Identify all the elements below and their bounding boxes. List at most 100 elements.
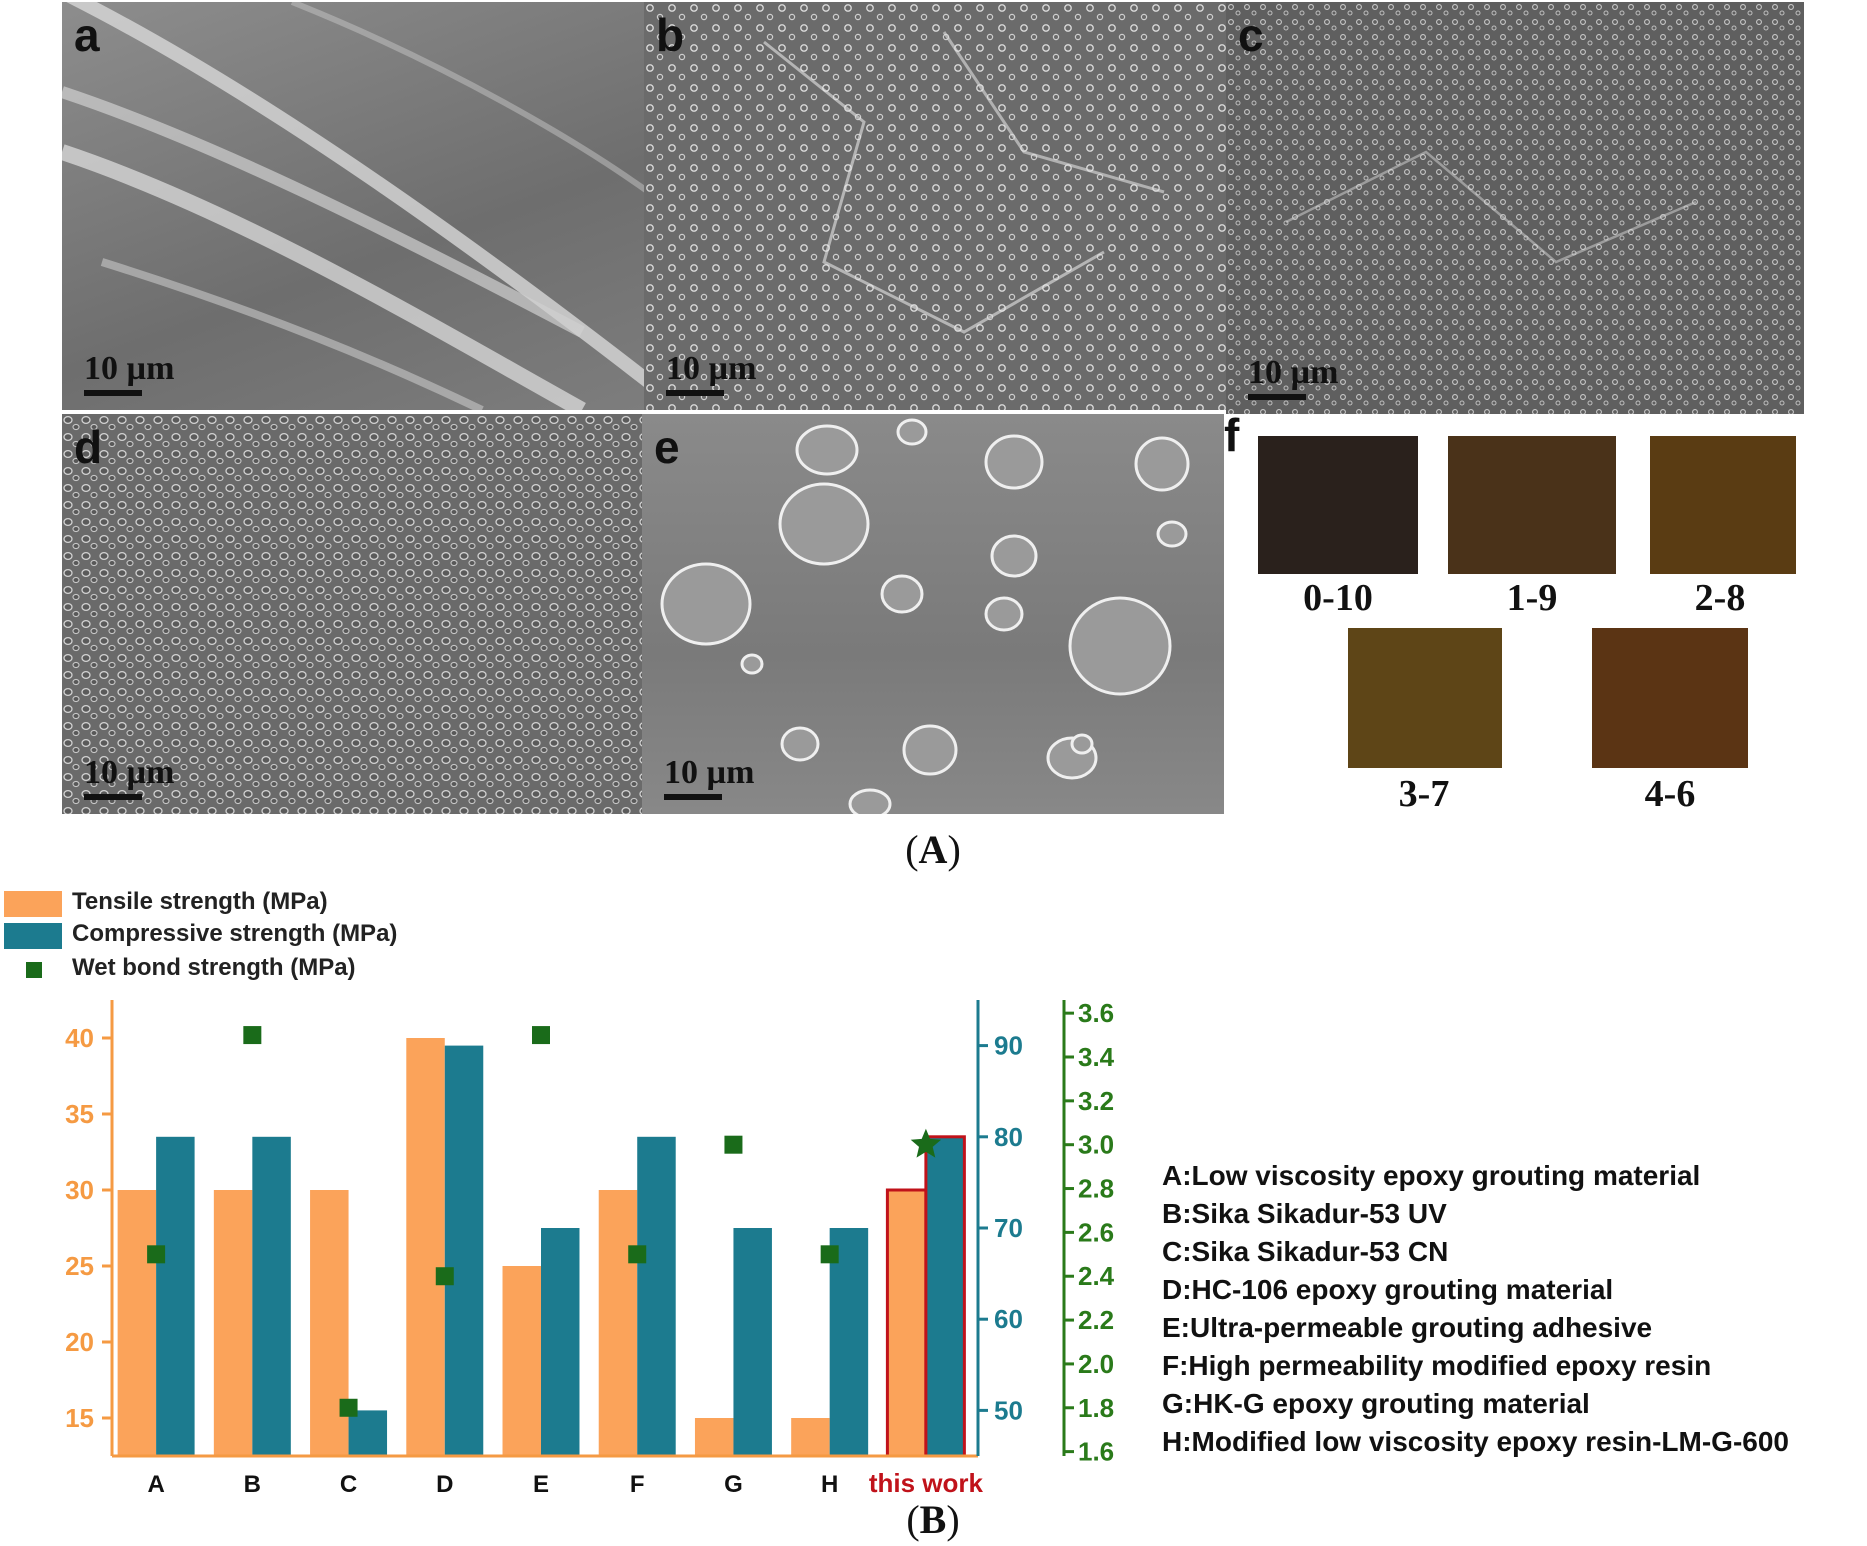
compressive-bar — [541, 1228, 580, 1456]
x-tick-label: H — [821, 1471, 838, 1498]
wet-bond-marker — [339, 1398, 358, 1417]
compressive-bar — [733, 1228, 772, 1456]
tensile-bar — [694, 1418, 734, 1456]
middle-tick-label: 90 — [994, 1031, 1023, 1061]
sample-label: 1-9 — [1506, 577, 1558, 619]
legend-label: Tensile strength (MPa) — [72, 888, 328, 915]
right-tick-label: 2.8 — [1078, 1174, 1114, 1204]
tensile-bar — [117, 1190, 157, 1456]
porous-texture — [62, 414, 642, 814]
sample-label: 3-7 — [1398, 773, 1450, 814]
scale-bar: 10 µm — [664, 754, 754, 800]
panel-letter: b — [656, 9, 685, 61]
wet-bond-marker — [243, 1026, 262, 1045]
compressive-bar — [348, 1410, 388, 1456]
caption-letter: A — [918, 827, 948, 872]
x-tick-label: C — [340, 1471, 357, 1498]
compressive-bar — [444, 1045, 484, 1456]
middle-tick-label: 60 — [994, 1304, 1023, 1334]
scale-bar: 10 µm — [1248, 354, 1338, 400]
compressive-bar — [924, 1135, 966, 1458]
middle-tick-label: 70 — [994, 1213, 1023, 1243]
scale-label: 10 µm — [84, 754, 175, 791]
caption-a: (A) — [833, 826, 1033, 873]
left-tick-label: 40 — [65, 1023, 94, 1053]
sample-photos-f: f 0-10 1-9 2-8 3-7 4-6 — [1224, 414, 1806, 814]
legend-swatch — [4, 891, 62, 917]
panel-letter: a — [74, 9, 100, 61]
legend-swatch — [4, 923, 62, 949]
porous-texture — [644, 2, 1226, 410]
wet-bond-marker — [435, 1267, 454, 1286]
caption-letter: B — [919, 1497, 947, 1542]
scale-label: 10 µm — [84, 350, 175, 387]
wet-bond-marker — [532, 1026, 550, 1045]
wet-bond-marker — [724, 1135, 743, 1154]
legend-label: Wet bond strength (MPa) — [72, 954, 356, 981]
abbreviation-item: H:Modified low viscosity epoxy resin-LM-… — [1162, 1426, 1790, 1457]
scale-line — [84, 390, 142, 396]
compressive-bar — [829, 1228, 869, 1456]
panel-letter: c — [1238, 9, 1264, 61]
tensile-bar — [213, 1190, 253, 1456]
right-tick-label: 3.0 — [1078, 1130, 1114, 1160]
x-tick-label: D — [436, 1471, 453, 1498]
x-tick-label: F — [630, 1471, 645, 1498]
left-tick-label: 15 — [65, 1403, 94, 1433]
right-tick-label: 1.8 — [1078, 1393, 1114, 1423]
wet-bond-marker — [147, 1245, 166, 1264]
sample-swatch-1-9 — [1448, 436, 1616, 574]
sample-swatch-3-7 — [1348, 628, 1502, 768]
left-tick-label: 25 — [65, 1251, 94, 1281]
x-tick-label: G — [724, 1471, 743, 1498]
caption-paren: ( — [905, 827, 919, 872]
right-tick-label: 2.2 — [1078, 1305, 1114, 1335]
left-tick-label: 20 — [65, 1327, 94, 1357]
legend-swatch — [4, 957, 62, 983]
abbreviation-item: G:HK-G epoxy grouting material — [1162, 1388, 1590, 1419]
sem-image-e: e 10 µm — [642, 414, 1224, 814]
right-tick-label: 2.6 — [1078, 1217, 1114, 1247]
sample-swatch-2-8 — [1650, 436, 1796, 574]
abbreviation-item: B:Sika Sikadur-53 UV — [1162, 1198, 1447, 1229]
left-tick-label: 35 — [65, 1099, 94, 1129]
panel-letter: d — [74, 421, 103, 473]
scale-label: 10 µm — [664, 754, 755, 791]
wet-bond-marker — [628, 1245, 647, 1264]
right-tick-label: 3.4 — [1078, 1042, 1115, 1072]
scale-bar: 10 µm — [666, 350, 756, 396]
tensile-bar — [598, 1190, 638, 1456]
tensile-bar — [406, 1038, 445, 1456]
abbreviation-item: F:High permeability modified epoxy resin — [1162, 1350, 1712, 1381]
sem-image-a: a 10 µm — [62, 2, 644, 410]
abbreviation-item: C:Sika Sikadur-53 CN — [1162, 1236, 1449, 1267]
tensile-bar — [502, 1266, 541, 1456]
compressive-bar — [252, 1136, 291, 1456]
sample-label: 0-10 — [1303, 577, 1373, 619]
panel-letter: f — [1224, 414, 1240, 461]
caption-b: (B) — [833, 1496, 1033, 1543]
middle-tick-label: 50 — [994, 1395, 1023, 1425]
x-tick-label: B — [244, 1471, 261, 1498]
wet-bond-star-marker — [910, 1128, 942, 1158]
right-tick-label: 2.4 — [1078, 1261, 1115, 1291]
right-tick-label: 1.6 — [1078, 1437, 1114, 1467]
sem-image-d: d 10 µm — [62, 414, 642, 814]
sem-image-b: b 10 µm — [644, 2, 1226, 410]
scale-bar: 10 µm — [84, 350, 174, 396]
wet-bond-marker — [820, 1245, 839, 1264]
scale-label: 10 µm — [666, 350, 757, 387]
legend-label: Compressive strength (MPa) — [72, 920, 398, 947]
scale-line — [664, 794, 722, 800]
sample-label: 2-8 — [1694, 577, 1746, 619]
x-tick-label: E — [533, 1471, 549, 1498]
compressive-bar — [637, 1136, 676, 1456]
panel-letter: e — [654, 421, 680, 473]
sem-image-c: c 10 µm — [1226, 2, 1804, 414]
left-tick-label: 30 — [65, 1175, 94, 1205]
tensile-bar — [791, 1418, 830, 1456]
scale-line — [84, 794, 142, 800]
droplet-texture — [660, 418, 1190, 814]
right-tick-label: 3.2 — [1078, 1086, 1114, 1116]
scale-bar: 10 µm — [84, 754, 174, 800]
